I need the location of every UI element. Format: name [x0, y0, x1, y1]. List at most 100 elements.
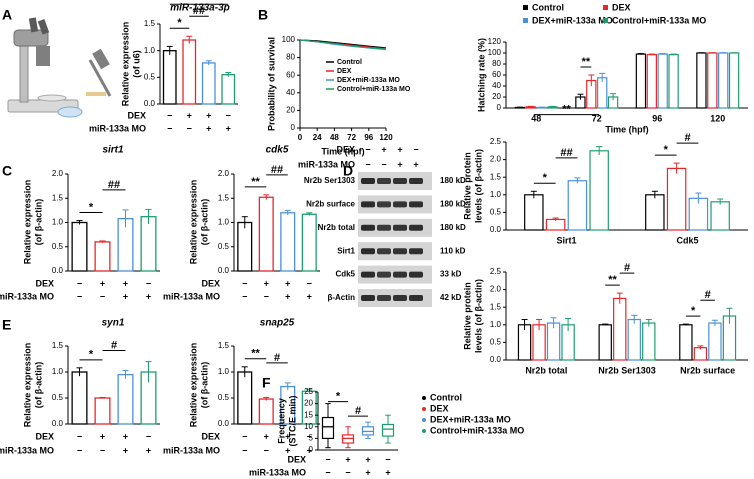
y-tick-label: 100 — [488, 48, 502, 57]
y-tick-label: 2.0 — [490, 285, 502, 294]
blot-band — [409, 248, 423, 255]
y-tick-label: 20 — [304, 399, 313, 408]
survival-line — [299, 39, 387, 50]
significance-label: * — [177, 17, 182, 29]
y-tick-label: 40 — [492, 81, 501, 90]
panel-letter: D — [343, 163, 353, 179]
condition-name: DEX — [201, 278, 220, 288]
y-tick-label: 1.5 — [52, 193, 64, 202]
bar — [237, 221, 253, 272]
x-tick-label: 96 — [652, 113, 662, 123]
blot-band — [409, 271, 423, 278]
condition-sign: + — [381, 144, 386, 154]
significance-label: * — [664, 144, 669, 156]
bar — [567, 180, 588, 231]
y-tick-label: 0.5 — [218, 393, 230, 402]
condition-sign: + — [385, 467, 390, 477]
blot-band — [393, 201, 407, 208]
condition-sign: − — [242, 278, 247, 288]
bar — [613, 297, 627, 361]
legend-swatch — [603, 18, 608, 23]
y-tick-label: 0.0 — [52, 266, 64, 275]
blot-band — [409, 178, 423, 184]
legend-dot — [422, 418, 426, 422]
condition-sign: + — [365, 454, 370, 464]
chart-title: sirt1 — [102, 145, 124, 156]
blot-label: Nr2b surface — [306, 200, 355, 209]
y-tick-label: 1.5 — [218, 193, 230, 202]
y-axis-label: (of β-actin) — [199, 362, 209, 409]
y-axis-label: (STC/E min) — [287, 395, 297, 446]
legend-label: Control+miR-133a MO — [337, 86, 411, 93]
bar — [646, 54, 657, 109]
condition-sign: + — [123, 291, 128, 301]
condition-sign: + — [285, 445, 290, 455]
blot-band — [361, 271, 375, 278]
blot-band — [393, 271, 407, 278]
legend-label: Control — [430, 392, 462, 402]
y-tick-label: 1.5 — [218, 341, 230, 350]
y-axis-label: Relative expression — [188, 180, 198, 265]
y-tick-label: 0.0 — [490, 355, 502, 364]
bar — [666, 167, 687, 231]
blot-band — [377, 248, 391, 255]
significance-label: ## — [560, 147, 572, 159]
x-tick-label: Nr2b total — [525, 365, 567, 375]
y-tick-label: 0.5 — [490, 208, 502, 217]
x-tick-label: Nr2b Ser1303 — [598, 365, 656, 375]
condition-name: DEX — [35, 431, 54, 441]
significance-label: ** — [195, 0, 204, 5]
condition-sign: − — [77, 291, 82, 301]
panel-letter: B — [258, 7, 268, 23]
y-tick-label: 0 — [497, 103, 502, 112]
condition-sign: − — [77, 445, 82, 455]
y-axis-label: Relative expression — [120, 22, 130, 107]
condition-name: miR-133a MO — [163, 291, 220, 301]
bar — [71, 371, 88, 425]
chart-title: snap25 — [260, 318, 295, 329]
y-tick-label: 1.0 — [218, 218, 230, 227]
blot-label: Sirt1 — [337, 246, 355, 255]
condition-sign: − — [264, 445, 269, 455]
bar — [162, 50, 177, 105]
condition-sign: + — [413, 159, 418, 169]
blot-size: 180 kD — [440, 176, 466, 185]
significance-label: # — [684, 132, 690, 144]
condition-sign: − — [146, 431, 151, 441]
significance-label: ** — [562, 103, 571, 115]
condition-sign: − — [187, 123, 192, 133]
condition-name: DEX — [201, 431, 220, 441]
condition-sign: − — [77, 431, 82, 441]
significance-label: # — [624, 262, 630, 274]
blot-band — [361, 224, 375, 231]
x-axis-label: Time (hpf) — [321, 146, 364, 156]
condition-sign: + — [307, 445, 312, 455]
y-tick-label: 0 — [291, 123, 296, 132]
y-axis-label: Hatching rate (%) — [476, 38, 486, 112]
y-axis-label: Relative expression — [188, 343, 198, 428]
bar — [693, 347, 708, 361]
y-axis-label: Frequency — [276, 398, 286, 444]
significance-label: # — [111, 339, 117, 351]
y-tick-label: 60 — [286, 70, 295, 79]
condition-sign: − — [167, 123, 172, 133]
panel-letter: C — [2, 163, 12, 179]
condition-sign: + — [397, 159, 402, 169]
y-tick-label: 2.5 — [490, 267, 502, 276]
chart-title: syn1 — [102, 318, 125, 329]
y-axis-label: Probability of survival — [266, 37, 276, 131]
condition-sign: − — [413, 144, 418, 154]
blot-label: Nr2b Ser1303 — [304, 176, 356, 185]
condition-name: miR-133a MO — [0, 445, 54, 455]
bar — [71, 221, 88, 272]
condition-sign: + — [146, 291, 151, 301]
condition-sign: − — [146, 278, 151, 288]
bar — [140, 216, 157, 272]
blot-band — [409, 224, 423, 231]
y-axis-label: Relative expression — [22, 343, 32, 428]
blot-band — [377, 178, 391, 184]
x-tick-label: 0 — [298, 133, 303, 142]
y-tick-label: 0.0 — [218, 266, 230, 275]
significance-label: ** — [251, 348, 260, 360]
bar — [645, 194, 665, 231]
